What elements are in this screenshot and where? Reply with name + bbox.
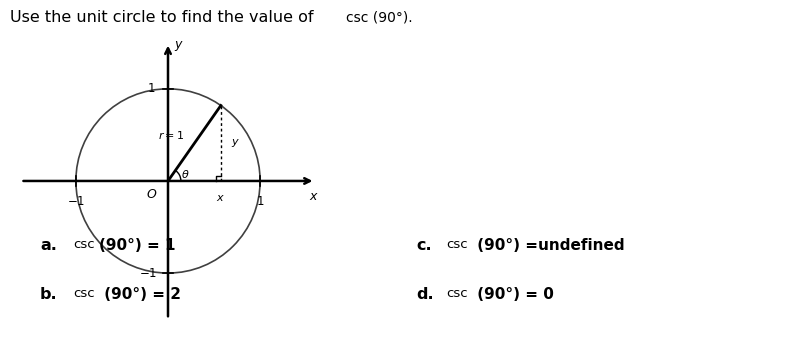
Text: csc: csc — [74, 238, 95, 251]
Text: $y$: $y$ — [231, 137, 240, 149]
Text: $\theta$: $\theta$ — [182, 168, 190, 180]
Text: d.: d. — [416, 287, 434, 302]
Text: (90°) = 2: (90°) = 2 — [99, 287, 181, 302]
Text: (90°) = 0: (90°) = 0 — [472, 287, 554, 302]
Text: c.: c. — [416, 238, 432, 253]
Text: csc: csc — [446, 287, 468, 300]
Text: b.: b. — [40, 287, 58, 302]
Text: a.: a. — [40, 238, 57, 253]
Text: csc (90°).: csc (90°). — [346, 10, 412, 24]
Text: $x$: $x$ — [216, 192, 226, 203]
Text: $1$: $1$ — [256, 195, 264, 208]
Text: $x$: $x$ — [309, 190, 318, 203]
Text: csc: csc — [446, 238, 468, 251]
Text: $O$: $O$ — [146, 188, 157, 201]
Text: (90°) =undefined: (90°) =undefined — [472, 238, 625, 253]
Text: csc: csc — [74, 287, 95, 300]
Text: $y$: $y$ — [174, 39, 184, 53]
Text: Use the unit circle to find the value of: Use the unit circle to find the value of — [10, 10, 319, 25]
Text: (90°) = 1: (90°) = 1 — [99, 238, 176, 253]
Text: $-1$: $-1$ — [138, 267, 157, 279]
Text: $1$: $1$ — [147, 82, 156, 95]
Text: $-1$: $-1$ — [66, 195, 85, 208]
Text: $r=1$: $r=1$ — [158, 129, 185, 141]
